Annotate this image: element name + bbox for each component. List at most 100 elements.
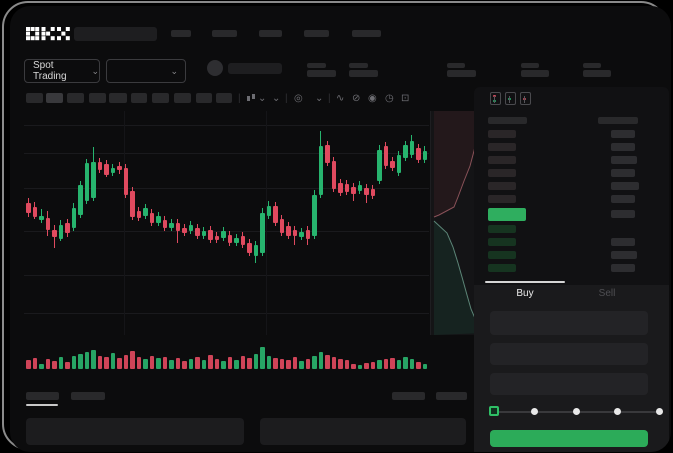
slider-stop-dot[interactable] [531,408,538,415]
toolbar-divider: | [328,93,331,104]
nav-item-placeholder[interactable] [259,30,282,37]
nav-item-placeholder[interactable] [212,30,237,37]
volume-bar [104,357,109,369]
ticker-stat-value [521,70,549,77]
nav-item-placeholder[interactable] [304,30,329,37]
volume-bar [318,352,323,369]
tab-buy[interactable]: Buy [485,288,565,299]
volume-bar [240,356,245,369]
market-type-selector[interactable]: Spot Trading ⌄ [24,59,100,83]
nav-item-placeholder[interactable] [171,30,191,37]
candle-body [221,231,226,238]
volume-bar [84,352,89,369]
gridline [24,313,429,314]
slider-stop-dot[interactable] [572,408,580,415]
bottom-tab[interactable] [71,392,105,400]
interval-button[interactable] [89,93,106,103]
interval-button[interactable] [152,93,169,103]
slider-stop-dot[interactable] [614,408,621,415]
interval-button[interactable] [67,93,84,103]
total-input-placeholder[interactable] [490,373,648,395]
volume-bar [175,358,180,369]
camera-icon[interactable]: ◉ [368,93,377,104]
candle-body [377,150,382,181]
line-tool-icon[interactable]: ∿ [336,93,345,104]
candle-body [175,223,180,231]
gridline [24,153,429,154]
nav-item-placeholder[interactable] [352,30,381,37]
volume-bar [416,362,421,369]
indicators-icon[interactable]: ◎ [294,93,303,104]
volume-bar [32,358,37,369]
price-input-placeholder[interactable] [490,311,648,335]
candle-body [279,219,284,233]
market-type-label: Spot Trading [33,60,67,82]
volume-bar [273,358,278,369]
ticker-stat-value [349,70,378,77]
volume-bar [136,357,141,369]
tab-sell[interactable]: Sell [567,288,647,299]
candle-body [169,223,174,228]
orderbook-layout-bids-icon[interactable] [505,92,516,105]
chevron-down-icon[interactable]: ⌄ [258,93,267,104]
volume-bar [52,361,57,369]
volume-bar [403,357,408,369]
interval-button-active[interactable] [46,93,63,103]
orderbook-layout-both-icon[interactable] [490,92,501,105]
volume-bar [169,360,174,369]
interval-button[interactable] [196,93,212,103]
account-placeholder [228,63,282,74]
orderbook-col-header-amount [598,117,638,124]
interval-button[interactable] [109,93,127,103]
candle-body [201,231,206,236]
candle-body [253,245,258,256]
account-avatar[interactable] [207,60,223,76]
pair-selector[interactable]: ⌄ [106,59,186,83]
candle-body [91,162,96,198]
volume-bar [58,357,63,369]
orderbook-layout-asks-icon[interactable] [520,92,531,105]
chevron-down-icon[interactable]: ⌄ [272,93,281,104]
ticker-stat-label [307,63,326,68]
candle-body [403,145,408,158]
volume-bar [396,360,401,369]
search-placeholder[interactable] [74,27,157,41]
volume-bar [234,360,239,369]
chart-type-candle-icon[interactable] [247,94,255,103]
ticker-stat-label [349,63,368,68]
volume-bar [110,353,115,369]
chevron-down-icon[interactable]: ⌄ [315,93,324,104]
bottom-tab[interactable] [436,392,467,400]
history-icon[interactable]: ◷ [385,93,394,104]
candle-body [188,225,193,231]
volume-bar [292,357,297,369]
amount-input-placeholder[interactable] [490,343,648,365]
interval-button[interactable] [174,93,191,103]
volume-bar [208,355,213,369]
volume-bar [195,357,200,369]
candle-body [32,207,37,217]
fullscreen-icon[interactable]: ⊡ [401,93,410,104]
ticker-stat-value [307,70,336,77]
slider-stop-dot[interactable] [655,408,663,415]
candle-body [305,230,310,239]
eraser-tool-icon[interactable]: ⊘ [352,93,361,104]
active-tab-underline [26,404,58,406]
amount-slider-handle[interactable] [489,406,499,416]
interval-button[interactable] [216,93,232,103]
bottom-tab-active[interactable] [26,392,59,400]
buy-tab-indicator [485,281,565,283]
buy-submit-button[interactable] [490,430,648,447]
volume-bar [351,364,356,369]
interval-button[interactable] [26,93,43,103]
candle-body [364,188,369,195]
volume-bar [325,355,330,369]
gridline [266,111,267,335]
candle-body [299,232,304,237]
candle-body [78,185,83,215]
interval-button[interactable] [131,93,147,103]
bottom-tab[interactable] [392,392,425,400]
candle-body [312,195,317,236]
candle-body [26,203,31,213]
candlestick-chart[interactable] [24,111,429,335]
